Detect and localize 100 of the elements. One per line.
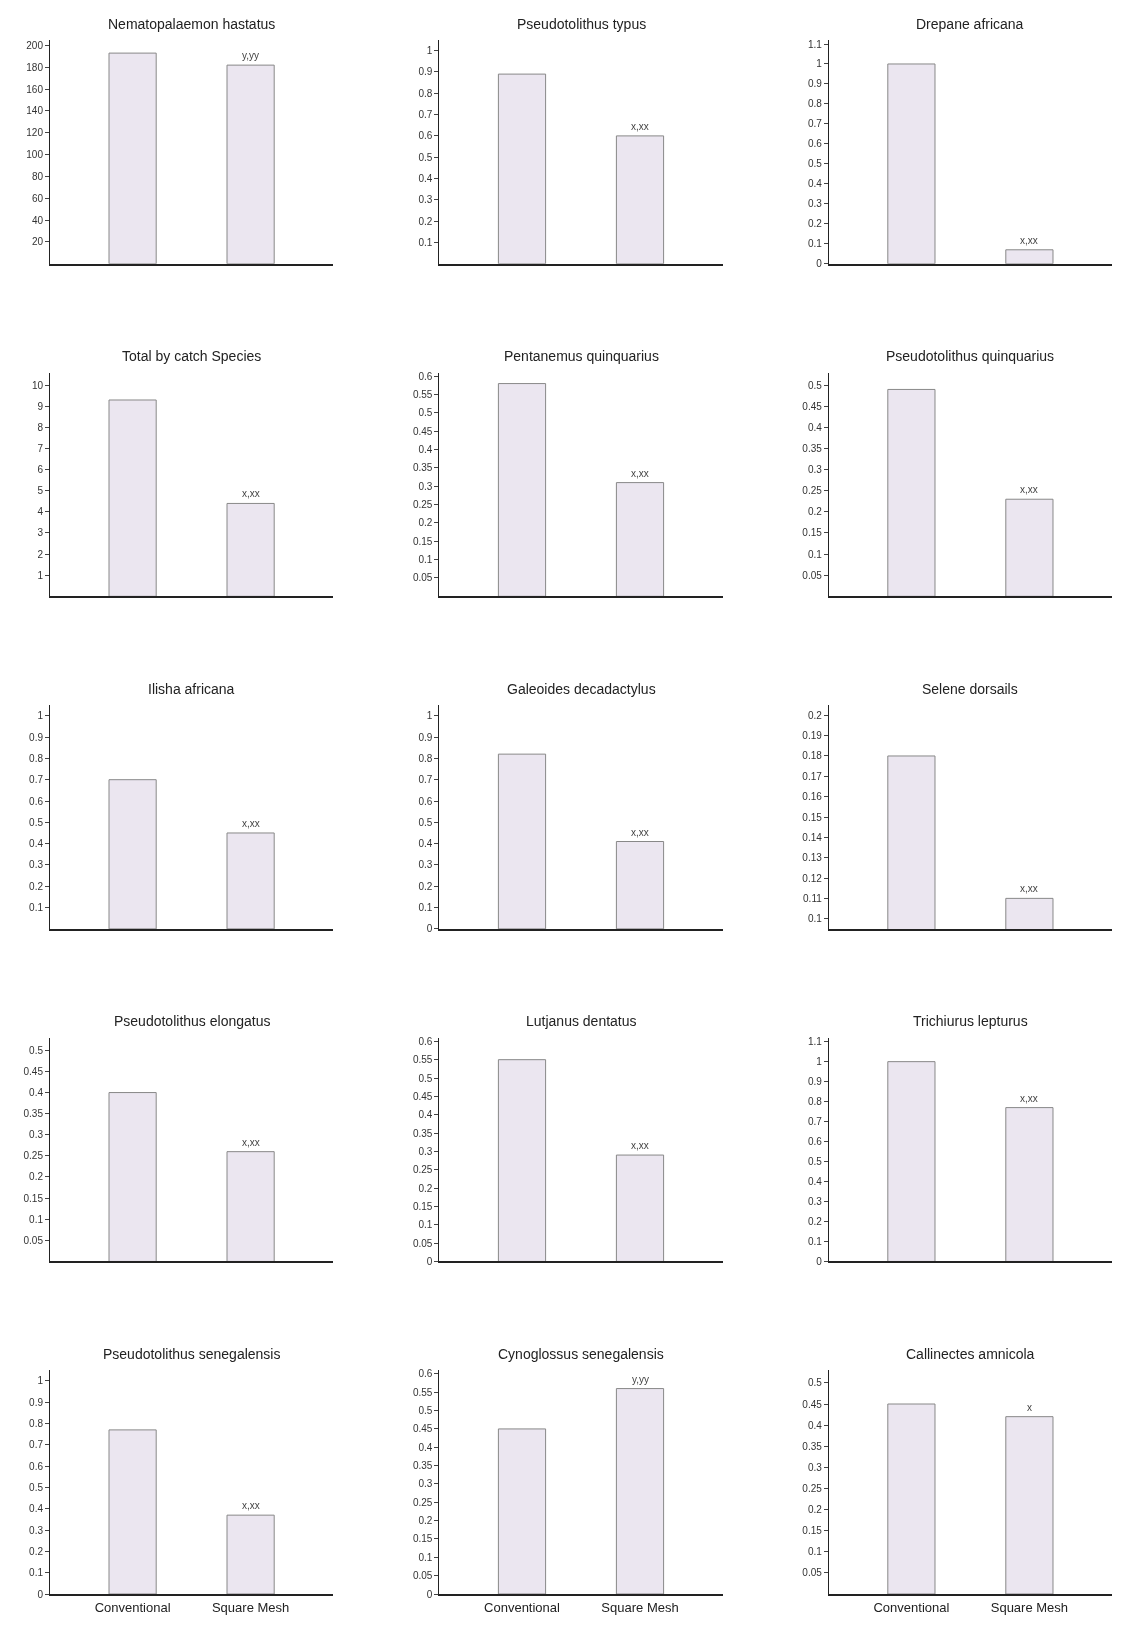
chart-title: Nematopalaemon hastatus: [108, 16, 276, 32]
y-tick-label: 0.25: [23, 1150, 44, 1162]
chart-title: Pseudotolithus senegalensis: [103, 1346, 281, 1362]
y-tick-label: 0.1: [418, 554, 433, 566]
y-tick-label: 1: [426, 45, 433, 57]
y-tick-label: 0.6: [418, 1368, 433, 1380]
y-tick-label: 0.7: [807, 118, 823, 130]
y-tick-label: 0.7: [807, 1116, 823, 1128]
y-tick-label: 0.12: [802, 872, 823, 884]
y-tick-label: 0.4: [807, 178, 823, 190]
y-tick-label: 0.9: [807, 78, 823, 90]
y-tick-label: 0.2: [29, 1545, 44, 1557]
x-tick-label: Conventional: [94, 1599, 171, 1615]
y-tick-label: 0.7: [418, 774, 433, 786]
y-tick-label: 1: [37, 1375, 44, 1387]
annotation: x,xx: [1020, 1093, 1038, 1104]
y-tick-label: 0.25: [412, 1164, 433, 1176]
y-tick-label: 20: [31, 236, 44, 248]
y-tick-label: 0.15: [412, 1200, 433, 1212]
y-tick-label: 1: [37, 569, 44, 581]
y-tick-label: 0.25: [802, 1482, 823, 1494]
y-tick-label: 40: [31, 214, 44, 226]
y-tick-label: 0: [816, 1255, 823, 1267]
y-tick-label: 0.13: [802, 852, 823, 864]
y-tick-label: 0.35: [802, 443, 823, 455]
y-tick-label: 0.1: [807, 913, 823, 925]
y-tick-label: 0.35: [412, 462, 433, 474]
y-tick-label: 0.4: [29, 1503, 44, 1515]
chart-title: Galeoides decadactylus: [507, 681, 656, 697]
y-tick-label: 0: [37, 1588, 44, 1600]
y-tick-label: 0.4: [418, 444, 433, 456]
chart-title: Trichiurus lepturus: [913, 1013, 1028, 1029]
y-tick-label: 0.5: [29, 1044, 44, 1056]
y-tick-label: 7: [37, 443, 44, 455]
y-tick-label: 0.15: [802, 811, 823, 823]
y-tick-label: 0.5: [807, 1156, 823, 1168]
y-tick-label: 0.2: [418, 1182, 433, 1194]
y-tick-label: 0.15: [412, 1533, 433, 1545]
y-tick-label: 200: [26, 39, 44, 51]
y-tick-label: 0.05: [802, 569, 823, 581]
y-tick-label: 180: [26, 61, 44, 73]
annotation: x,xx: [631, 827, 649, 838]
y-tick-label: 0.19: [802, 730, 823, 742]
y-tick-label: 0.5: [29, 1481, 44, 1493]
y-tick-label: 0.2: [29, 1171, 44, 1183]
y-tick-label: 0.3: [418, 480, 433, 492]
y-tick-label: 0.15: [412, 535, 433, 547]
y-tick-label: 0.4: [807, 1419, 823, 1431]
y-tick-label: 0.8: [418, 752, 433, 764]
y-tick-label: 0.3: [807, 1196, 823, 1208]
annotation: x,xx: [1020, 235, 1038, 246]
y-tick-label: 0.3: [29, 1524, 44, 1536]
y-tick-label: 0.05: [412, 1570, 433, 1582]
y-tick-label: 0.8: [29, 752, 44, 764]
y-tick-label: 0.1: [29, 1213, 44, 1225]
chart-title: Pseudotolithus elongatus: [114, 1013, 271, 1029]
y-tick-label: 0.11: [803, 892, 823, 904]
y-tick-label: 0.6: [418, 1035, 433, 1047]
annotation: x,xx: [1020, 484, 1038, 495]
y-tick-label: 0: [426, 1255, 433, 1267]
y-tick-label: 8: [37, 421, 44, 433]
y-tick-label: 0.2: [418, 517, 433, 529]
y-tick-label: 0.6: [418, 130, 433, 142]
y-tick-label: 0.8: [807, 98, 823, 110]
annotation: x: [1027, 1402, 1032, 1413]
y-tick-label: 0.45: [412, 1090, 433, 1102]
x-tick-label: Conventional: [873, 1599, 950, 1615]
y-tick-label: 0.8: [807, 1096, 823, 1108]
y-tick-label: 0.1: [418, 1219, 433, 1231]
y-tick-label: 0.3: [807, 1461, 823, 1473]
y-tick-label: 0.1: [418, 236, 433, 248]
y-tick-label: 0.5: [807, 1377, 823, 1389]
chart-title: Ilisha africana: [148, 681, 235, 697]
y-tick-label: 0.05: [802, 1567, 823, 1579]
y-tick-label: 0.9: [807, 1076, 823, 1088]
y-tick-label: 2: [37, 548, 44, 560]
y-tick-label: 0.7: [29, 774, 44, 786]
y-tick-label: 0.5: [418, 151, 433, 163]
y-tick-label: 0.7: [418, 109, 433, 121]
y-tick-label: 0.15: [23, 1192, 44, 1204]
y-tick-label: 0.4: [418, 173, 433, 185]
y-tick-label: 0.45: [23, 1065, 44, 1077]
y-tick-label: 0.55: [412, 1054, 433, 1066]
y-tick-label: 0.16: [802, 791, 823, 803]
chart-title: Pseudotolithus typus: [517, 16, 647, 32]
y-tick-label: 5: [37, 485, 44, 497]
annotation: x,xx: [242, 1137, 260, 1148]
y-tick-label: 3: [37, 527, 44, 539]
annotation: y,yy: [632, 1374, 650, 1385]
y-tick-label: 0.05: [412, 572, 433, 584]
y-tick-label: 0.1: [807, 238, 823, 250]
y-tick-label: 0.14: [802, 831, 823, 843]
y-tick-label: 0.9: [418, 66, 433, 78]
y-tick-label: 0.6: [807, 138, 823, 150]
y-tick-label: 120: [26, 127, 44, 139]
y-tick-label: 100: [26, 149, 44, 161]
y-tick-label: 0.2: [807, 506, 823, 518]
y-tick-label: 0.5: [418, 816, 433, 828]
y-tick-label: 0.3: [418, 194, 433, 206]
annotation: x,xx: [1020, 883, 1038, 894]
